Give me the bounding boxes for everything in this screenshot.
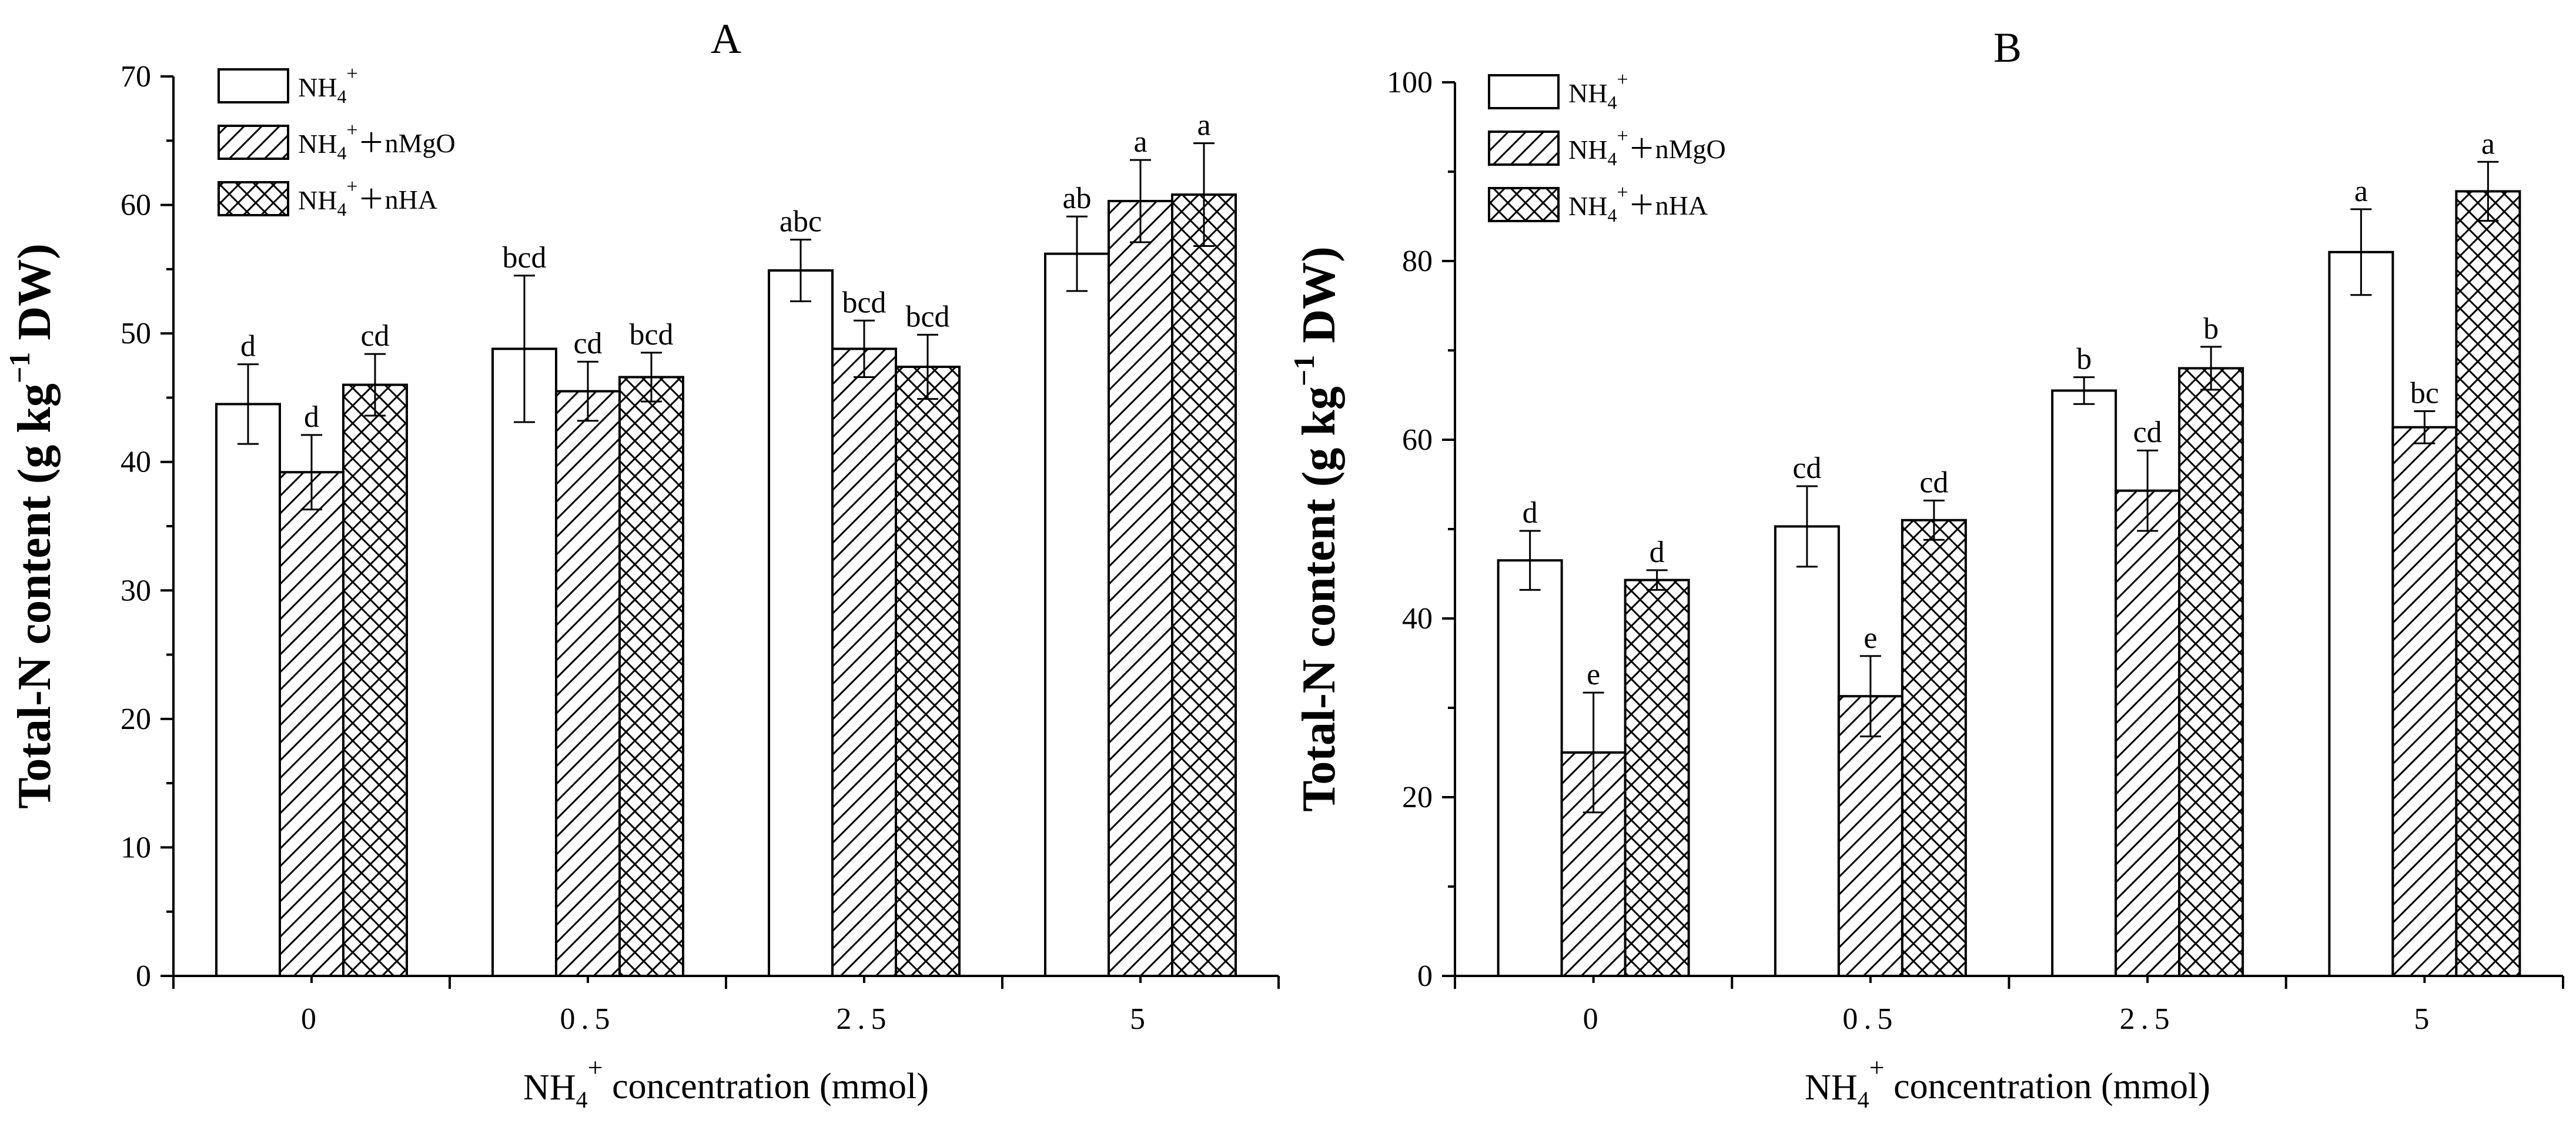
bar (1624, 578, 1690, 977)
x-axis-label: NH4+ concentration (mmol) (523, 1052, 929, 1113)
significance-label: e (1587, 658, 1600, 691)
significance-label: cd (1792, 452, 1821, 485)
x-axis-label: NH4+ concentration (mmol) (1805, 1052, 2210, 1113)
bar (618, 376, 684, 977)
significance-label: e (1864, 621, 1877, 655)
bar (831, 347, 897, 977)
significance-label: bcd (502, 241, 546, 275)
y-tick-label: 0 (1417, 959, 1433, 993)
significance-label: cd (360, 319, 389, 353)
x-tick-label: 0.5 (1842, 1002, 1898, 1036)
y-tick-label: 0 (136, 959, 151, 993)
bar (1774, 525, 1840, 977)
legend-swatch (1488, 131, 1560, 166)
y-tick-label: 10 (121, 831, 151, 864)
bar (342, 383, 408, 977)
bar (1171, 193, 1237, 978)
significance-label: a (2481, 127, 2495, 160)
x-tick-label: 0 (1583, 1002, 1604, 1036)
legend-swatch (1488, 74, 1560, 109)
significance-label: cd (2133, 416, 2162, 449)
significance-label: bcd (905, 300, 949, 333)
legend-label: NH4+ (298, 63, 358, 107)
bar (2115, 489, 2181, 977)
y-tick-label: 40 (121, 446, 151, 479)
legend-label: NH4+＋nMgO (1568, 125, 1726, 169)
significance-label: cd (1919, 466, 1948, 499)
legend-swatch (1488, 187, 1560, 222)
significance-label: d (304, 400, 319, 434)
significance-label: b (2076, 343, 2092, 376)
legend-label: NH4+＋nHA (298, 176, 437, 220)
x-tick-label: 2.5 (837, 1002, 892, 1036)
significance-label: bcd (629, 318, 673, 352)
bar (555, 390, 621, 977)
significance-label: d (1523, 496, 1538, 530)
bar (1837, 695, 1903, 977)
significance-label: d (1650, 536, 1665, 569)
bar (1108, 200, 1173, 977)
bar (491, 347, 557, 977)
chart-title: B (1993, 24, 2022, 71)
legend-label: NH4+＋nHA (1568, 182, 1708, 226)
significance-label: d (240, 330, 256, 363)
bar (1901, 519, 1967, 977)
y-axis-label: Total-N content (g kg−1 DW) (1287, 246, 1345, 812)
significance-label: bcd (842, 286, 886, 319)
y-tick-label: 100 (1387, 66, 1433, 99)
significance-label: abc (780, 205, 822, 239)
legend-swatch (218, 68, 289, 103)
bar (768, 269, 834, 977)
legend-swatch (218, 181, 289, 216)
bar (2328, 250, 2394, 977)
x-tick-label: 0.5 (560, 1002, 616, 1036)
y-tick-label: 80 (1402, 245, 1433, 278)
significance-label: ab (1062, 182, 1091, 215)
legend-label: NH4+ (1568, 69, 1628, 113)
y-tick-label: 40 (1402, 602, 1433, 636)
chart-panel-A: A 0 10 20 30 40 50 60 70 0 0.5 2.5 5 Total-N content … (3, 15, 1280, 1113)
y-tick-label: 50 (121, 317, 151, 350)
y-tick-label: 20 (121, 703, 151, 736)
x-tick-label: 2.5 (2120, 1002, 2176, 1036)
significance-label: b (2203, 312, 2219, 346)
bar (2051, 389, 2117, 977)
y-axis-label: Total-N content (g kg−1 DW) (3, 243, 61, 809)
legend-swatch (218, 125, 289, 160)
x-tick-label: 5 (1130, 1002, 1151, 1036)
chart-title: A (711, 15, 741, 62)
y-tick-label: 30 (121, 574, 151, 607)
x-tick-label: 5 (2414, 1002, 2435, 1036)
y-tick-label: 20 (1402, 781, 1433, 814)
bar (2391, 426, 2458, 977)
y-tick-label: 60 (121, 189, 151, 222)
bar (2178, 367, 2244, 977)
x-tick-label: 0 (301, 1002, 322, 1036)
bar (2455, 190, 2521, 978)
bar (1497, 559, 1563, 977)
chart-panel-B: B 0 20 40 60 80 100 0 0.5 2.5 5 Total-N content (g … (1287, 24, 2564, 1113)
significance-label: cd (573, 327, 602, 360)
bar (279, 471, 344, 977)
legend-label: NH4+＋nMgO (298, 119, 456, 163)
significance-label: bc (2410, 376, 2439, 410)
significance-label: a (1133, 125, 1147, 159)
y-tick-label: 60 (1402, 423, 1433, 457)
bar (895, 365, 961, 977)
significance-label: a (2354, 175, 2368, 208)
bar (1044, 252, 1110, 978)
y-tick-label: 70 (121, 60, 151, 93)
bar (215, 403, 281, 977)
significance-label: a (1197, 109, 1210, 142)
